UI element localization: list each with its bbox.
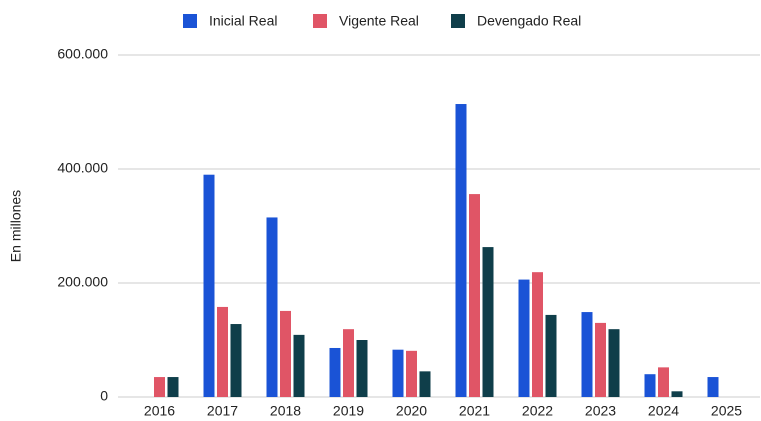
bar <box>482 247 494 397</box>
legend-label: Inicial Real <box>209 13 277 29</box>
bar <box>532 272 543 397</box>
legend-label: Vigente Real <box>339 13 419 29</box>
bar <box>707 377 719 397</box>
x-tick-label: 2021 <box>459 403 490 419</box>
bar <box>343 329 354 397</box>
bar <box>671 391 683 397</box>
bar <box>293 334 305 397</box>
bar <box>644 374 656 397</box>
bar <box>406 350 417 397</box>
legend-swatch <box>313 14 327 28</box>
y-tick-label: 0 <box>100 388 108 404</box>
x-tick-label: 2020 <box>396 403 427 419</box>
bar <box>329 347 341 397</box>
x-tick-label: 2019 <box>333 403 364 419</box>
x-tick-label: 2018 <box>270 403 301 419</box>
x-tick-label: 2016 <box>144 403 175 419</box>
bar <box>230 324 242 397</box>
bar <box>392 349 404 397</box>
bar <box>455 104 467 398</box>
x-tick-label: 2017 <box>207 403 238 419</box>
y-tick-label: 400.000 <box>57 160 108 176</box>
bar <box>469 194 480 397</box>
bar <box>545 314 557 397</box>
bar <box>581 312 593 397</box>
bar <box>518 279 530 397</box>
x-tick-label: 2022 <box>522 403 553 419</box>
bar <box>217 306 228 397</box>
bar <box>154 377 165 397</box>
y-tick-label: 200.000 <box>57 274 108 290</box>
bar <box>356 340 368 397</box>
bar <box>595 322 606 397</box>
x-tick-label: 2025 <box>711 403 742 419</box>
legend-label: Devengado Real <box>477 13 581 29</box>
bar <box>419 371 431 397</box>
bar <box>203 174 215 397</box>
y-axis-label: En millones <box>8 190 24 262</box>
x-tick-label: 2023 <box>585 403 616 419</box>
bar <box>658 367 669 397</box>
bar <box>167 377 179 397</box>
legend-swatch <box>183 14 197 28</box>
legend-swatch <box>451 14 465 28</box>
y-tick-label: 600.000 <box>57 46 108 62</box>
bar <box>266 217 278 397</box>
bar <box>280 310 291 397</box>
bar <box>608 329 620 397</box>
x-tick-label: 2024 <box>648 403 679 419</box>
